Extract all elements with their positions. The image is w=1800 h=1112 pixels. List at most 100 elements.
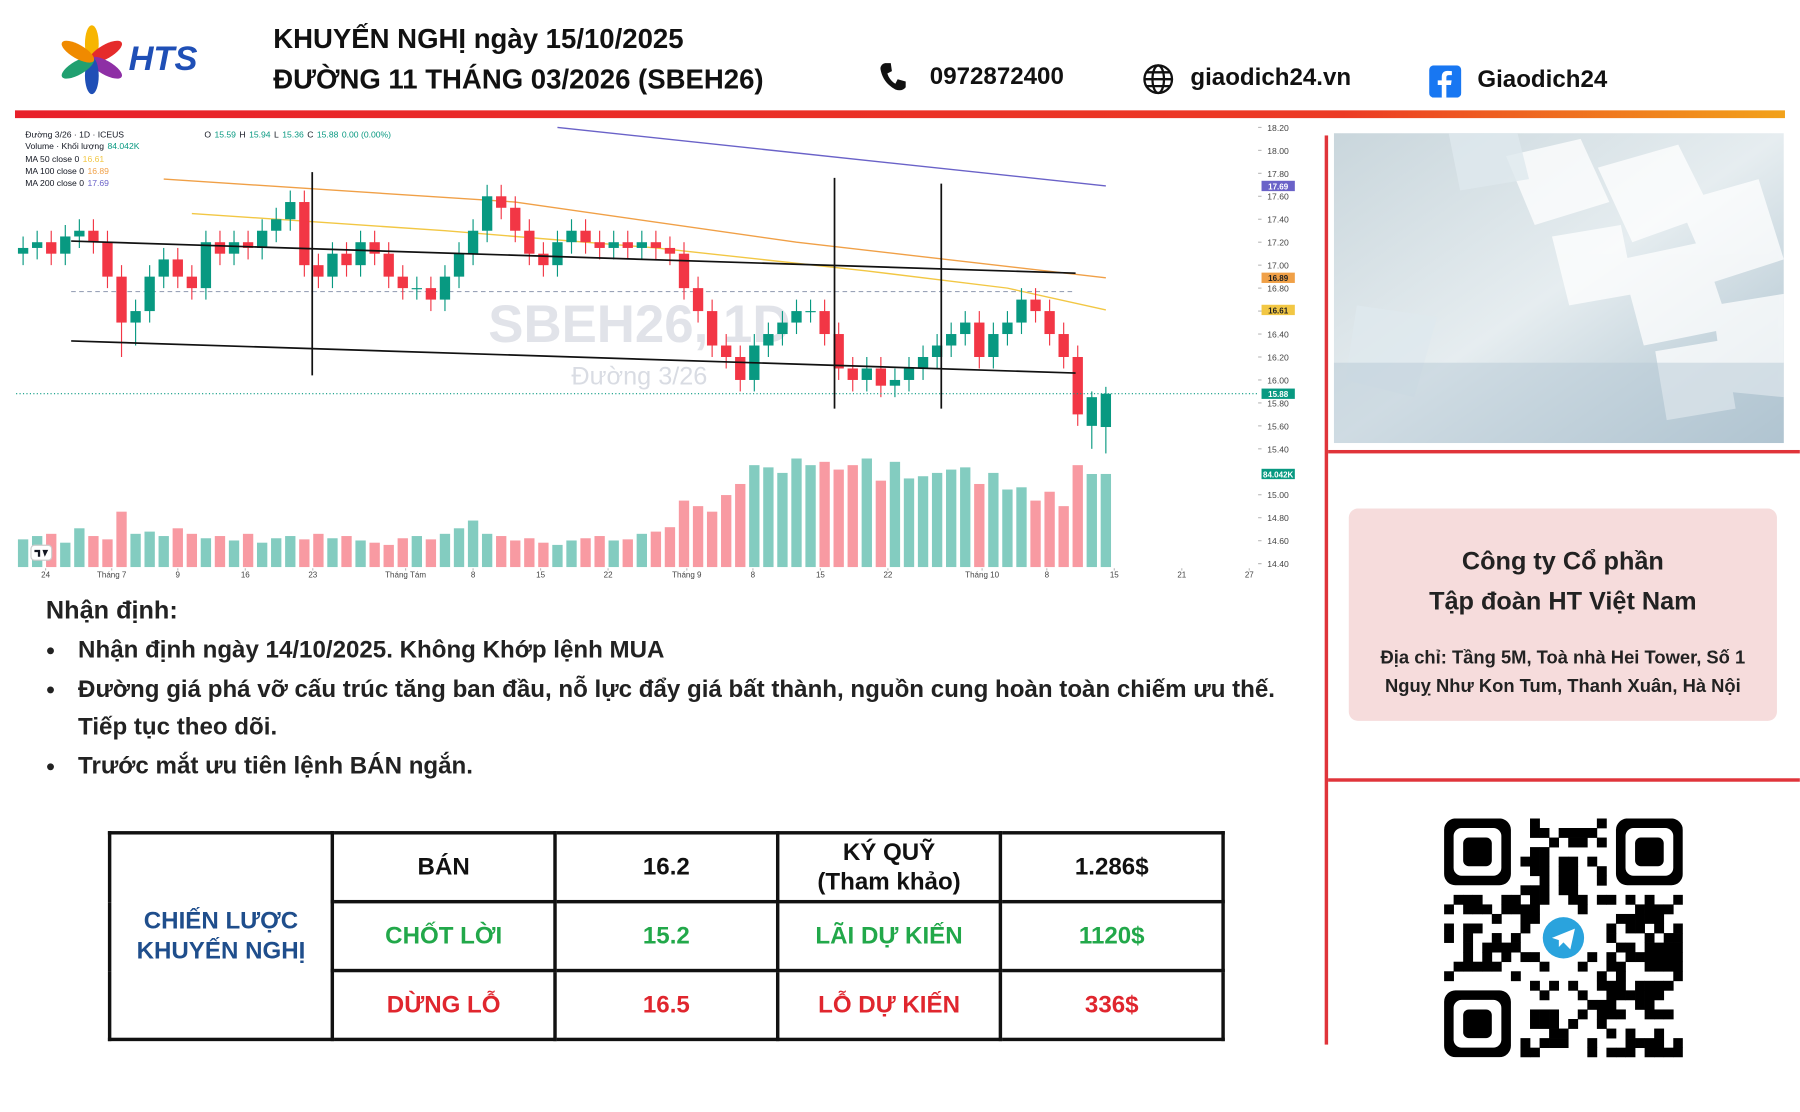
qr-module (1606, 1028, 1617, 1039)
qr-module (1549, 837, 1560, 848)
logo-text: HTS (128, 40, 198, 79)
x-tick-label: 16 (241, 570, 250, 579)
company-box: Công ty Cổ phần Tập đoàn HT Việt Nam Địa… (1348, 508, 1777, 721)
qr-module (1520, 923, 1531, 934)
qr-module (1530, 866, 1540, 877)
qr-module (1615, 1047, 1626, 1058)
volume-bar (903, 478, 915, 568)
qr-module (1551, 928, 1575, 950)
candle-body (271, 219, 282, 231)
volume-bar (763, 467, 774, 568)
analysis-list: Nhận định ngày 14/10/2025. Không Khớp lệ… (46, 631, 1303, 785)
candle-body (313, 265, 324, 277)
candle-body (552, 242, 563, 266)
candle-body (327, 253, 338, 277)
qr-module (1587, 828, 1598, 838)
qr-module (1472, 961, 1483, 972)
ma-badge-bg (1261, 180, 1295, 192)
table-cell: 16.5 (553, 968, 780, 1042)
table-row: CHỐT LỜI 15.2 LÃI DỰ KIẾN 1120$ (110, 899, 1225, 973)
candle-body (228, 242, 240, 254)
qr-module (1463, 961, 1474, 972)
strategy-label: CHIẾN LƯỢC KHUYẾN NGHỊ (107, 831, 335, 1042)
qr-module (1673, 961, 1683, 972)
qr-module (1549, 1009, 1560, 1020)
candle-body (692, 288, 704, 312)
ohlc-label: H (239, 130, 245, 140)
candle-body (678, 253, 690, 289)
volume-bar (144, 531, 155, 568)
candle-body (17, 247, 29, 254)
qr-module (1606, 1047, 1617, 1058)
x-tick-label: 23 (308, 570, 317, 579)
table-cell: DỪNG LỖ (330, 968, 557, 1042)
volume-bar (496, 536, 507, 568)
qr-module (1549, 1019, 1560, 1029)
candle-body (102, 242, 113, 277)
qr-module (1568, 837, 1579, 848)
ma-legend-value: 17.69 (87, 178, 109, 188)
candle-body (524, 230, 535, 254)
qr-module (1453, 894, 1464, 905)
volume-bar (130, 533, 141, 568)
qr-module (1615, 971, 1626, 982)
qr-module (1530, 1009, 1540, 1020)
volume-bar (1072, 465, 1083, 568)
volume-bar (1030, 500, 1041, 568)
qr-module (1568, 894, 1579, 905)
volume-bar (1058, 506, 1069, 568)
volume-bar (889, 461, 901, 568)
y-tick-label: 14.60 (1267, 536, 1289, 546)
volume-bar (917, 476, 929, 568)
qr-module (1663, 961, 1674, 972)
qr-module (1625, 894, 1636, 905)
qr-module (1635, 980, 1645, 991)
last-price-badge-bg (1261, 388, 1295, 399)
watermark: SBEH26, 1D (488, 295, 790, 354)
volume-bar (102, 539, 113, 568)
x-tick-label: 22 (604, 570, 613, 579)
qr-module (1539, 875, 1550, 886)
table-row: CHIẾN LƯỢC KHUYẾN NGHỊ BÁN 16.2 KÝ QUỸ (Tha… (107, 831, 1225, 1042)
qr-module (1520, 913, 1531, 924)
y-tick-label: 15.60 (1267, 421, 1289, 431)
volume-legend: Volume · Khối lượng (25, 141, 104, 151)
qr-module (1491, 933, 1502, 943)
table-cell: 1120$ (998, 899, 1225, 973)
divider-horizontal (1328, 449, 1800, 454)
qr-module (1530, 828, 1540, 838)
qr-module (1577, 990, 1588, 1001)
y-tick-label: 16.40 (1267, 329, 1289, 339)
qr-module (1558, 866, 1569, 877)
candle-body (974, 322, 985, 357)
candle-body (875, 368, 887, 386)
qr-module (1596, 818, 1607, 829)
qr-module (1510, 894, 1521, 905)
volume-bar (946, 469, 957, 568)
volume-bar (383, 544, 394, 568)
volume-bar (242, 533, 254, 568)
volume-bar (1044, 491, 1055, 568)
candle-body (903, 368, 915, 380)
website: giaodich24.vn (1190, 64, 1352, 91)
company-name: Công ty Cổ phần Tập đoàn HT Việt Nam (1429, 546, 1697, 616)
qr-module (1463, 894, 1474, 905)
x-tick-label: 22 (883, 570, 892, 579)
y-tick-label: 14.80 (1267, 513, 1289, 523)
qr-module (1596, 1009, 1607, 1020)
qr-module (1625, 913, 1636, 924)
qr-module (1663, 933, 1674, 943)
volume-legend-value: 84.042K (107, 141, 139, 151)
candle-body (256, 230, 268, 248)
qr-module (1644, 961, 1655, 972)
qr-module (1539, 990, 1550, 1001)
y-tick-label: 18.00 (1267, 146, 1289, 156)
qr-module (1444, 933, 1454, 943)
qr-module (1673, 894, 1683, 905)
x-tick-label: Tháng 9 (672, 570, 702, 579)
candle-body (200, 242, 212, 289)
qr-module (1577, 961, 1588, 972)
qr-module (1530, 885, 1540, 896)
qr-module (1539, 1019, 1550, 1029)
volume-bar (355, 540, 366, 568)
